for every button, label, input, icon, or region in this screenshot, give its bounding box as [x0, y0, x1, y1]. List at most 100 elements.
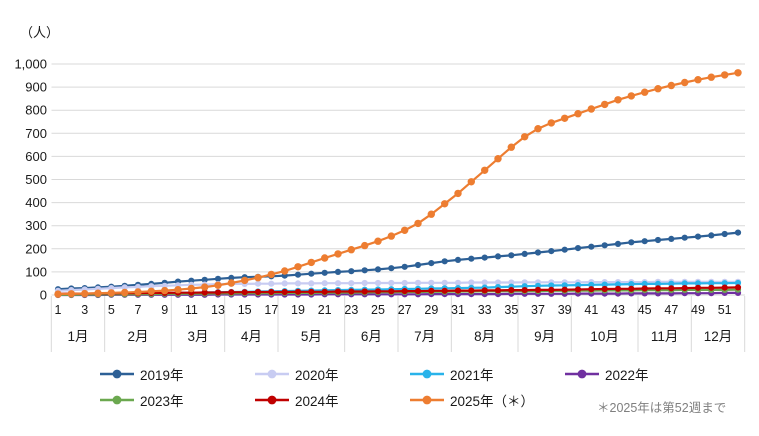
data-point	[321, 254, 329, 262]
data-point	[721, 280, 728, 287]
legend-marker-icon	[565, 369, 599, 379]
data-point	[601, 242, 608, 249]
data-point	[681, 234, 688, 241]
data-point	[414, 219, 422, 228]
month-label: 12月	[704, 329, 733, 344]
month-label: 5月	[301, 329, 322, 344]
data-point	[348, 280, 355, 287]
data-point	[107, 289, 116, 297]
data-point	[361, 267, 368, 274]
data-point	[321, 269, 328, 276]
data-point	[454, 279, 462, 286]
data-point	[561, 246, 568, 253]
data-point	[281, 267, 289, 275]
legend-label: 2024年	[295, 394, 339, 409]
data-point	[308, 270, 315, 277]
legend-item-2024年: 2024年	[255, 390, 339, 410]
data-point	[321, 288, 328, 295]
data-point	[374, 266, 382, 273]
data-point	[721, 230, 728, 238]
data-point	[614, 96, 622, 104]
data-point	[654, 285, 662, 292]
data-point	[534, 286, 542, 293]
data-point	[734, 279, 742, 287]
data-point	[601, 100, 609, 109]
data-point	[374, 237, 382, 245]
data-point	[254, 288, 262, 296]
data-point	[694, 76, 702, 84]
legend-label: 2020年	[295, 368, 339, 383]
data-point	[468, 255, 475, 262]
data-point	[441, 258, 448, 265]
data-point	[708, 232, 715, 239]
month-label: 9月	[534, 329, 555, 344]
data-point	[441, 287, 448, 294]
data-point	[574, 282, 582, 289]
data-point	[414, 261, 422, 269]
data-point	[694, 284, 702, 291]
data-point	[627, 92, 635, 100]
data-point	[508, 287, 515, 294]
y-tick-label: 600	[25, 149, 47, 164]
data-point	[668, 285, 675, 292]
week-tick-label: 1	[55, 303, 62, 317]
data-point	[481, 254, 488, 261]
data-point	[681, 280, 688, 287]
data-point	[388, 279, 395, 287]
data-point	[361, 241, 369, 250]
week-tick-label: 47	[664, 303, 678, 317]
legend-label: 2019年	[140, 368, 184, 383]
week-tick-label: 13	[211, 303, 225, 317]
series-line-2019年	[57, 231, 739, 291]
data-point	[374, 279, 382, 287]
month-label: 2月	[127, 329, 148, 344]
data-point	[521, 287, 528, 294]
data-point	[694, 280, 702, 287]
data-point	[734, 69, 742, 77]
data-point	[641, 280, 648, 287]
data-point	[454, 287, 462, 294]
data-point	[428, 260, 435, 267]
data-point	[668, 235, 675, 242]
legend-marker-icon	[100, 369, 134, 379]
data-point	[161, 286, 169, 295]
month-label: 6月	[361, 329, 382, 344]
data-point	[548, 282, 555, 289]
data-point	[228, 289, 235, 296]
data-point	[721, 71, 729, 79]
data-point	[654, 85, 662, 93]
y-tick-label: 300	[25, 218, 47, 233]
legend-label: 2023年	[140, 394, 184, 409]
legend-marker-icon	[410, 395, 444, 405]
data-point	[201, 289, 208, 296]
legend-label: 2022年	[605, 368, 649, 383]
data-point	[361, 288, 368, 295]
series-line-2020年	[57, 280, 738, 292]
data-point	[388, 288, 395, 295]
data-point	[241, 276, 249, 285]
data-point	[94, 289, 102, 297]
month-label: 10月	[590, 329, 619, 344]
week-tick-label: 27	[398, 303, 412, 317]
y-tick-label: 1,000	[14, 57, 47, 72]
data-point	[414, 288, 422, 295]
data-point	[174, 286, 182, 294]
week-tick-label: 37	[531, 303, 545, 317]
data-point	[401, 279, 408, 287]
y-tick-label: 500	[25, 172, 47, 187]
data-point	[214, 275, 222, 282]
data-point	[561, 114, 569, 123]
data-point	[147, 287, 155, 295]
data-point	[321, 280, 328, 287]
data-point	[467, 178, 475, 186]
data-point	[334, 250, 342, 258]
month-label: 8月	[474, 329, 495, 344]
data-point	[334, 280, 342, 287]
data-point	[481, 287, 488, 294]
data-point	[134, 283, 142, 290]
data-point	[734, 284, 742, 291]
data-point	[694, 233, 702, 240]
data-point	[708, 280, 715, 287]
data-point	[307, 258, 315, 267]
